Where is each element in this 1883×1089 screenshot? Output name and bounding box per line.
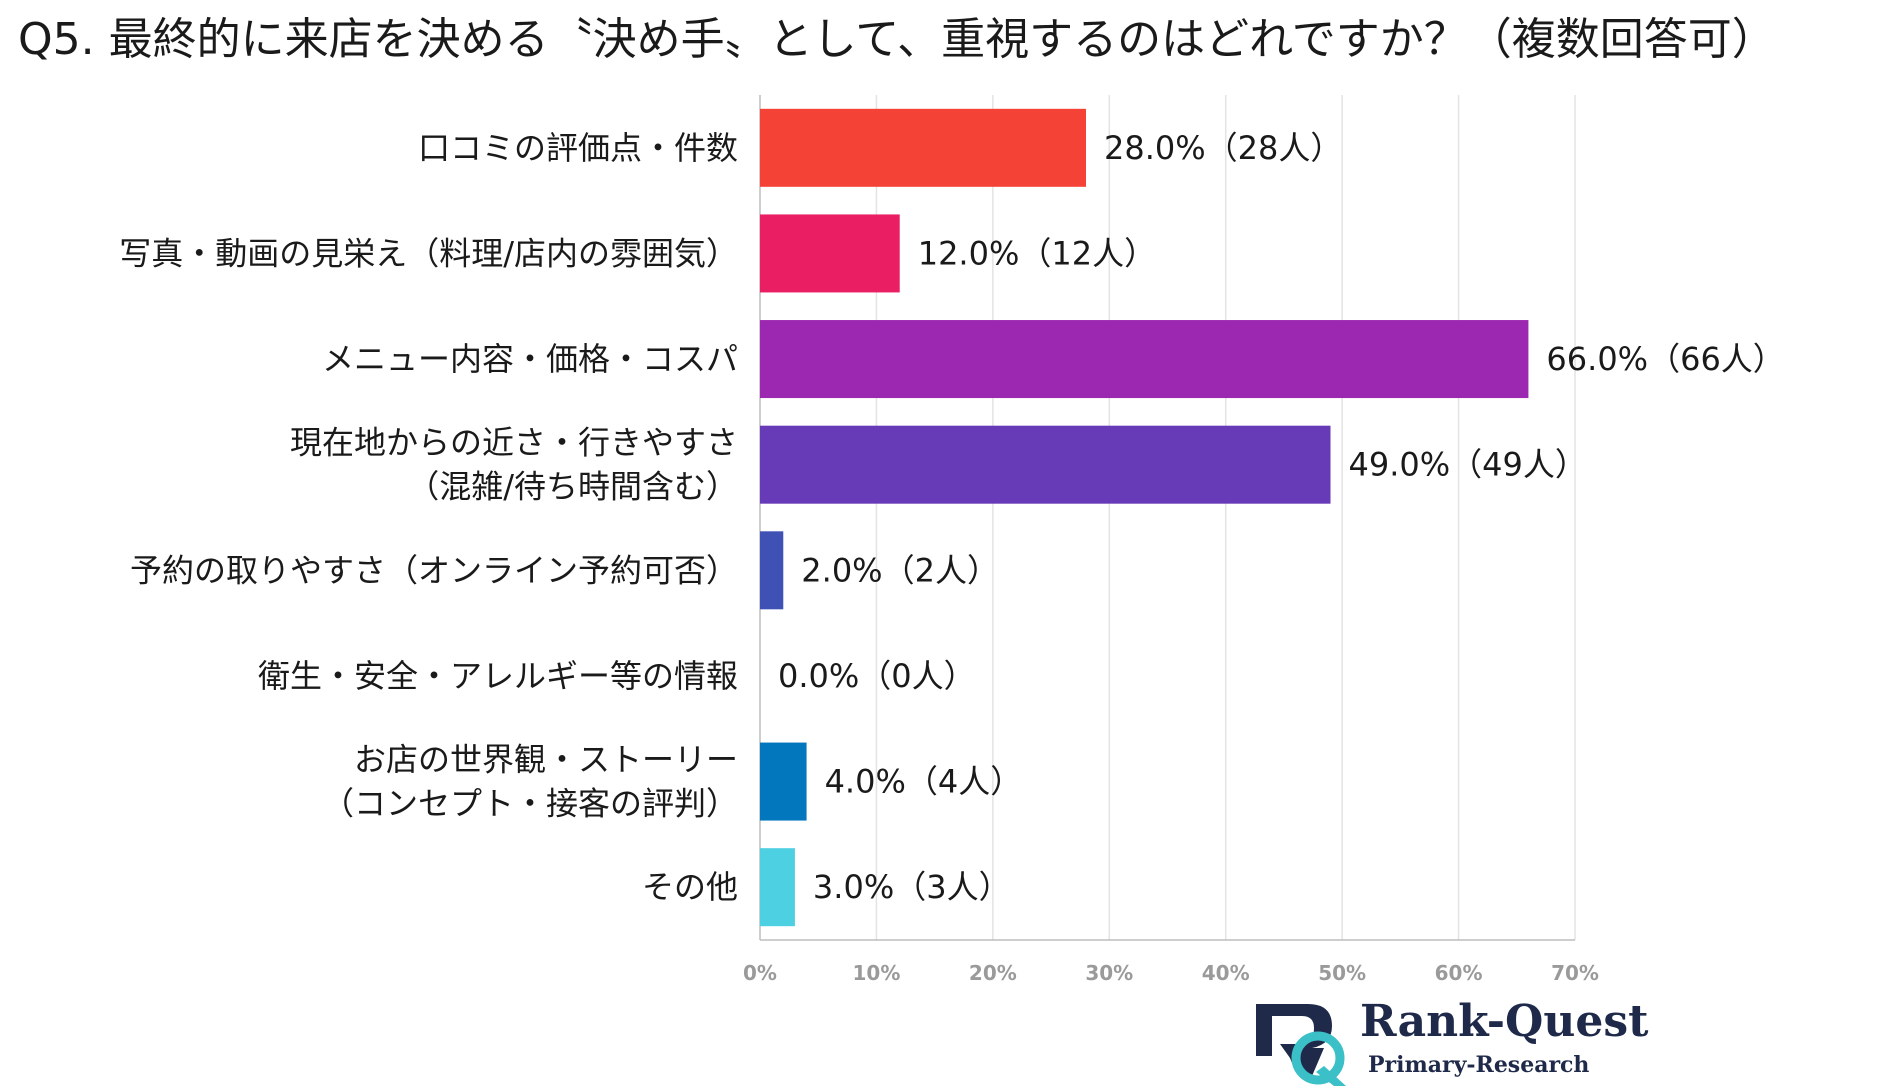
data-label: 12.0%（12人） [918, 234, 1156, 272]
category-label: 口コミの評価点・件数 [418, 129, 738, 167]
x-tick-label: 50% [1318, 961, 1366, 985]
category-label: その他 [642, 868, 738, 906]
category-label: 現在地からの近さ・行きやすさ [290, 424, 738, 462]
category-label: 写真・動画の見栄え（料理/店内の雰囲気） [119, 234, 738, 272]
category-label: （混雑/待ち時間含む） [407, 468, 738, 506]
bar-layer [760, 108, 1529, 927]
data-label: 4.0%（4人） [825, 763, 1023, 801]
bar [760, 742, 807, 821]
chart-title: Q5. 最終的に来店を決める〝決め手〟として、重視するのはどれですか？（複数回答… [18, 14, 1776, 65]
bar [760, 108, 1086, 187]
bar [760, 848, 795, 927]
logo-subtitle: Primary-Research [1368, 1052, 1590, 1078]
data-label: 3.0%（3人） [813, 868, 1011, 906]
data-label: 66.0%（66人） [1546, 340, 1784, 378]
category-label: （コンセプト・接客の評判） [322, 785, 738, 823]
rank-quest-logo-mark-icon [1256, 1004, 1346, 1086]
logo-name: Rank-Quest [1360, 996, 1649, 1047]
tick-layer: 0% 10% 20% 30% 40% 50% 60% 70% [743, 961, 1599, 985]
data-label: 28.0%（28人） [1104, 129, 1342, 167]
category-label: メニュー内容・価格・コスパ [322, 340, 738, 378]
label-layer: 28.0%（28人） 口コミの評価点・件数 12.0%（12人） 写真・動画の見栄え（… [119, 129, 1785, 906]
category-label: 予約の取りやすさ（オンライン予約可否） [130, 551, 738, 589]
bar [760, 425, 1331, 504]
x-tick-label: 10% [852, 961, 900, 985]
bar [760, 214, 900, 293]
category-label: お店の世界観・ストーリー [354, 741, 738, 779]
x-tick-label: 40% [1202, 961, 1250, 985]
x-tick-label: 60% [1435, 961, 1483, 985]
x-tick-label: 70% [1551, 961, 1599, 985]
bar [760, 531, 784, 610]
x-tick-label: 30% [1085, 961, 1133, 985]
bar-chart: 28.0%（28人） 口コミの評価点・件数 12.0%（12人） 写真・動画の見栄え（… [119, 95, 1785, 985]
bar [760, 320, 1529, 399]
data-label: 2.0%（2人） [801, 551, 999, 589]
rank-quest-logo: Rank-Quest Primary-Research [1250, 996, 1648, 1086]
category-label: 衛生・安全・アレルギー等の情報 [258, 657, 738, 695]
x-tick-label: 0% [743, 961, 777, 985]
data-label: 0.0%（0人） [778, 657, 976, 695]
x-tick-label: 20% [969, 961, 1017, 985]
data-label: 49.0%（49人） [1349, 446, 1587, 484]
